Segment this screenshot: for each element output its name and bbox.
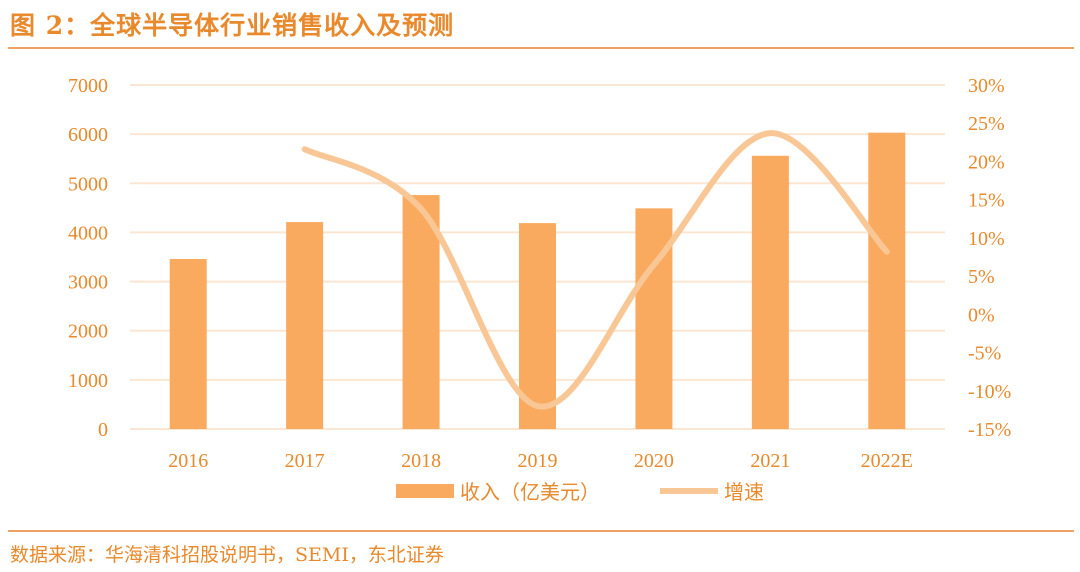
x-axis-tick-label: 2020	[634, 450, 674, 472]
bar-2016	[169, 258, 207, 429]
x-axis-tick-label: 2018	[401, 450, 441, 472]
right-axis-tick-label: -5%	[968, 343, 1001, 365]
bar-2021	[751, 155, 789, 429]
left-axis-tick-label: 1000	[68, 370, 108, 392]
bar-2017	[286, 222, 324, 429]
left-axis-tick-label: 2000	[68, 321, 108, 343]
x-axis-tick-label: 2017	[285, 450, 325, 472]
left-axis-tick-label: 7000	[68, 75, 108, 97]
chart: 0 1000 2000 3000 4000 5000 6000 7000 -15% -10% -5%…	[68, 75, 1011, 504]
bar-2022E	[868, 132, 906, 429]
right-axis-tick-label: 10%	[968, 228, 1005, 250]
x-axis-tick-label: 2022E	[861, 450, 913, 472]
right-axis-tick-label: -15%	[968, 419, 1011, 441]
footer-rule	[8, 530, 1074, 532]
figure-title: 图 2：全球半导体行业销售收入及预测	[10, 11, 455, 40]
right-axis-tick-label: 0%	[968, 304, 995, 326]
left-axis-tick-label: 3000	[68, 272, 108, 294]
legend-bar-swatch	[396, 484, 454, 498]
x-axis-tick-label: 2019	[518, 450, 558, 472]
x-axis-tick-label: 2016	[168, 450, 208, 472]
bar-2020	[635, 208, 673, 429]
x-axis-tick-label: 2021	[750, 450, 790, 472]
left-axis-tick-label: 0	[98, 419, 108, 441]
growth-line	[301, 130, 890, 410]
title-rule	[8, 47, 1074, 49]
right-axis-tick-label: 15%	[968, 190, 1005, 212]
legend-line-label: 增速	[724, 481, 764, 504]
right-axis-tick-label: 25%	[968, 113, 1005, 135]
legend-bar-label: 收入（亿美元）	[460, 481, 600, 504]
right-axis-tick-label: 5%	[968, 266, 995, 288]
right-axis-tick-label: 30%	[968, 75, 1005, 97]
left-axis-tick-label: 5000	[68, 173, 108, 195]
right-axis-tick-label: -10%	[968, 381, 1011, 403]
bar-2018	[402, 195, 440, 429]
source-note: 数据来源：华海清科招股说明书，SEMI，东北证券	[10, 544, 444, 566]
left-axis-tick-label: 6000	[68, 124, 108, 146]
right-axis-tick-label: 20%	[968, 151, 1005, 173]
left-axis-tick-label: 4000	[68, 222, 108, 244]
